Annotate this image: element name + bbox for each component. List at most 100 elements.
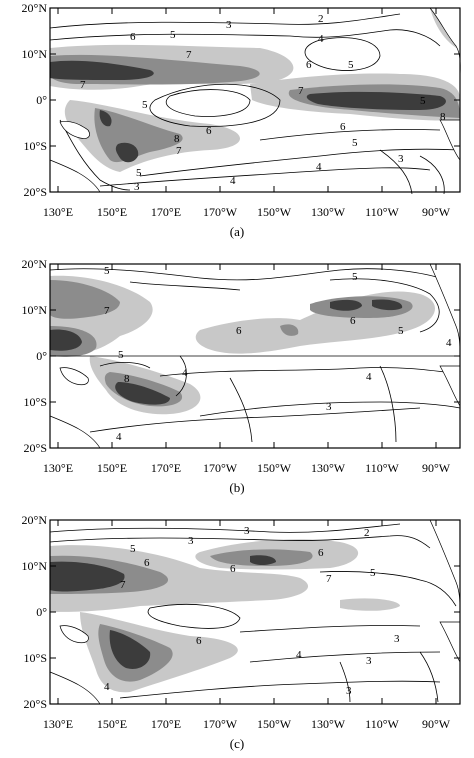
map-c-coast [49, 519, 461, 705]
lon-label: 150°E [97, 717, 127, 731]
contour-b-2 [129, 281, 241, 291]
contour-label: 4 [230, 175, 236, 187]
lon-label: 110°W [365, 461, 399, 475]
map-b-coast [49, 263, 461, 449]
lat-label: 10°S [24, 139, 47, 153]
lon-label: 130°W [311, 205, 346, 219]
lon-label: 130°W [311, 461, 346, 475]
lat-label: 0° [36, 349, 47, 363]
contour-label: 6 [306, 59, 312, 71]
axis-ticks-b [50, 263, 460, 449]
lon-label: 90°W [422, 461, 451, 475]
lat-label: 20°S [24, 185, 47, 199]
shade-b-dark-1 [50, 329, 82, 351]
contour-label: 4 [366, 371, 372, 383]
contour-a-8 [99, 167, 431, 187]
contour-a-11 [59, 119, 131, 191]
contour-label: 5 [420, 95, 426, 107]
lon-label: 150°W [257, 461, 292, 475]
map-a-contours [49, 13, 461, 195]
contour-label: 8 [174, 133, 180, 145]
contour-label: 3 [398, 153, 404, 165]
lon-label: 150°W [257, 205, 292, 219]
lon-label: 150°E [97, 205, 127, 219]
lat-labels-b: 20°N 10°N 0° 10°S 20°S [22, 257, 48, 455]
shade-b-mid-5 [280, 324, 299, 336]
map-c-contours [49, 523, 457, 703]
contour-label: 4 [316, 161, 322, 173]
contour-b-8 [229, 377, 253, 443]
contour-c-4 [239, 625, 421, 633]
lat-label: 20°S [24, 441, 47, 455]
contour-label: 5 [348, 59, 354, 71]
lat-label: 0° [36, 605, 47, 619]
map-a-coast [49, 7, 461, 193]
contour-a-4 [149, 83, 281, 127]
coast-b-s-america [439, 365, 461, 408]
contour-a-6 [259, 129, 441, 141]
map-b-contours [49, 268, 461, 443]
panel-a: 3 2 5 4 6 5 7 5 6 7 8 6 5 5 7 6 7 8 5 4 … [22, 1, 461, 239]
map-c-shading [50, 539, 400, 693]
contour-label-group-c: 3 2 3 5 6 7 7 6 6 5 6 4 4 3 3 3 [104, 525, 400, 697]
lon-label: 150°E [97, 461, 127, 475]
contour-label: 4 [182, 367, 188, 379]
coast-a-newguinea [59, 121, 90, 139]
contour-label: 5 [352, 271, 358, 283]
contour-label: 7 [104, 305, 110, 317]
coast-c-newguinea [59, 625, 89, 644]
coast-b-newguinea [59, 367, 89, 386]
shade-c-dark-1 [50, 561, 125, 592]
lon-label: 130°E [43, 205, 73, 219]
contour-a-1 [49, 13, 401, 29]
shade-b-mid-1 [50, 280, 120, 319]
contour-label: 3 [326, 401, 332, 413]
contour-label: 7 [298, 85, 304, 97]
coast-c-s-america [439, 621, 461, 664]
contour-label: 5 [118, 349, 124, 361]
contour-b-1 [49, 268, 441, 281]
contour-c-1 [49, 523, 401, 533]
contour-label: 6 [230, 563, 236, 575]
contour-label: 4 [116, 431, 122, 443]
lon-label: 170°E [151, 717, 181, 731]
lon-label: 170°W [203, 205, 238, 219]
contour-label: 5 [370, 567, 376, 579]
lat-label: 10°S [24, 395, 47, 409]
shade-a-dark-4 [99, 110, 112, 127]
contour-label: 4 [446, 337, 452, 349]
contour-label: 6 [196, 635, 202, 647]
lat-labels-a: 20°N 10°N 0° 10°S 20°S [22, 1, 48, 199]
lon-label: 90°W [422, 717, 451, 731]
contour-a-10 [419, 155, 445, 195]
contour-label: 8 [124, 373, 130, 385]
contour-label: 5 [136, 167, 142, 179]
contour-c-6 [119, 680, 441, 699]
contour-a-9 [379, 149, 413, 195]
contour-c-8 [419, 651, 439, 703]
contour-label: 2 [318, 13, 324, 25]
contour-label: 6 [206, 125, 212, 137]
shade-b-dark-2 [115, 382, 170, 405]
lon-labels-a: 130°E 150°E 170°E 170°W 150°W 130°W 110°… [43, 205, 451, 219]
shade-b-dark-4 [372, 299, 403, 311]
contour-c-5 [249, 651, 441, 663]
contour-a-5 [304, 37, 381, 71]
contour-label: 6 [350, 315, 356, 327]
lon-label: 170°E [151, 461, 181, 475]
shade-c-dark-3 [250, 555, 276, 565]
lon-label: 130°W [311, 717, 346, 731]
contour-label: 5 [352, 137, 358, 149]
contour-label: 3 [394, 633, 400, 645]
lon-label: 90°W [422, 205, 451, 219]
lat-label: 20°S [24, 697, 47, 711]
lat-label: 20°N [22, 257, 48, 271]
contour-c-3 [147, 603, 241, 629]
contour-a-2 [49, 29, 441, 47]
map-b-shading [50, 275, 435, 415]
map-a-shading [50, 8, 460, 172]
panel-caption-a: (a) [230, 224, 244, 239]
contour-label: 3 [244, 525, 250, 537]
contour-label: 5 [104, 265, 110, 277]
